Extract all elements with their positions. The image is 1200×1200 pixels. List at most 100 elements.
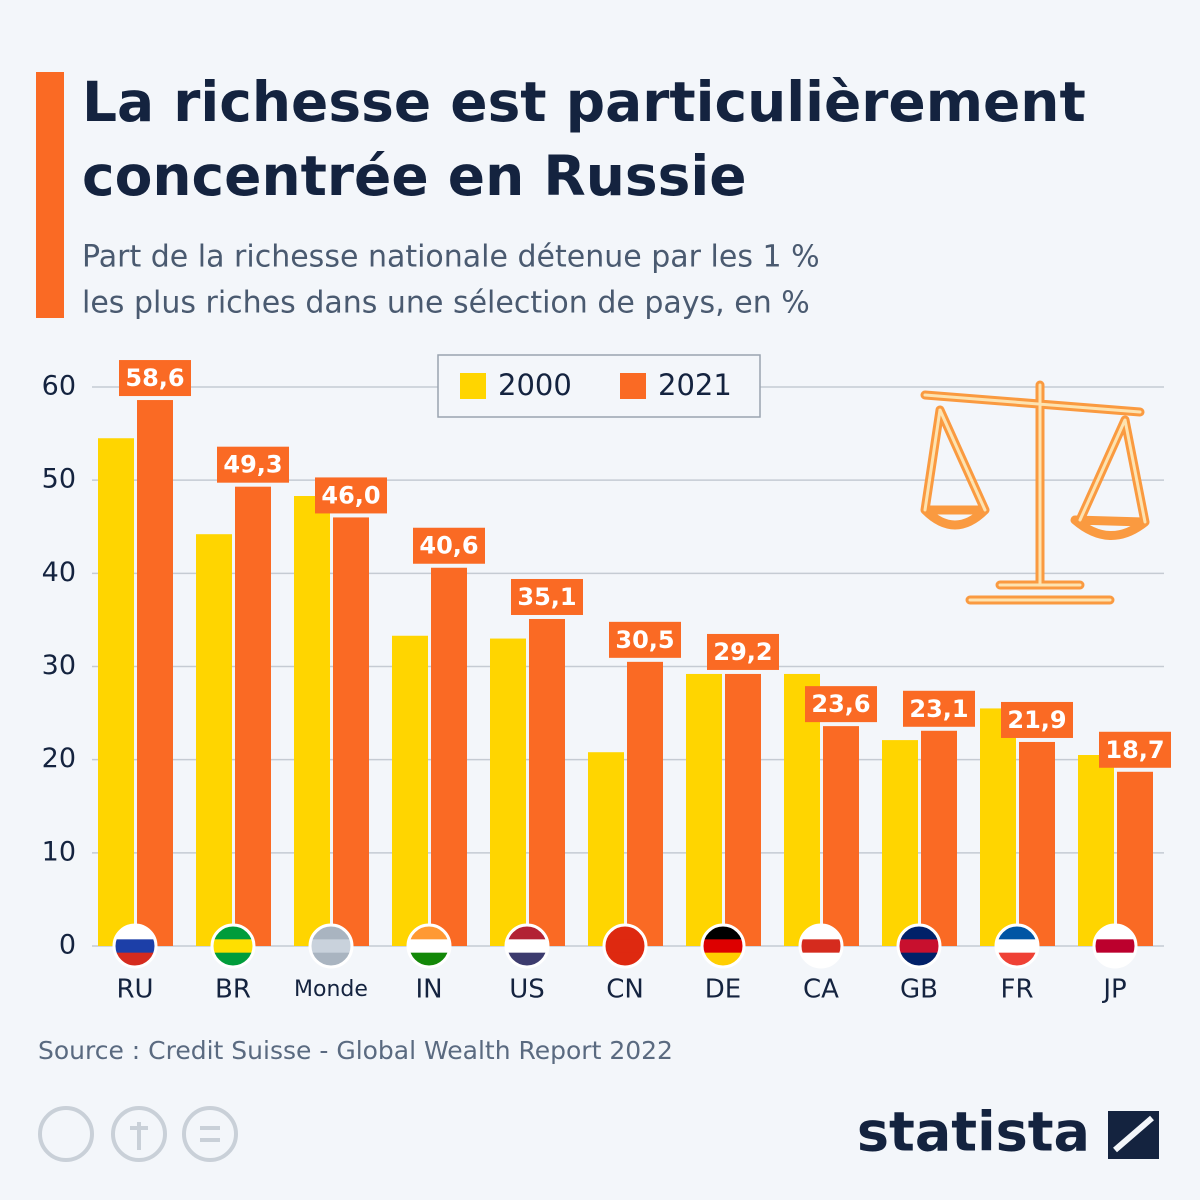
flag <box>801 926 841 966</box>
flag-stripe <box>311 939 351 954</box>
flag-stripe <box>801 939 841 954</box>
flag-stripe <box>605 939 645 954</box>
flag-border <box>994 923 1040 969</box>
flag-stripe <box>703 926 743 940</box>
plot: 0 10 20 30 40 50 60 58,6 RU 49,3 BR 46,0 Monde 40,6 IN… <box>42 354 1171 1005</box>
bar <box>196 534 232 946</box>
flag-stripe <box>311 926 351 940</box>
legend-label: 2000 <box>498 368 572 402</box>
flag-stripe <box>409 952 449 966</box>
flag-stripe <box>997 939 1037 954</box>
y-tick-label: 0 <box>59 930 76 961</box>
bar <box>490 638 526 946</box>
y-tick-label: 30 <box>42 650 76 681</box>
flag-stripe <box>1095 939 1135 954</box>
x-tick-label: CN <box>606 975 644 1005</box>
flag-stripe <box>1095 926 1135 940</box>
flag-stripe <box>801 952 841 966</box>
x-tick-label: JP <box>1101 975 1126 1005</box>
title-accent <box>36 72 64 318</box>
flag-stripe <box>997 952 1037 966</box>
y-tick-label: 50 <box>42 464 76 495</box>
value-label-box <box>609 621 681 658</box>
flag-stripe <box>311 952 351 966</box>
y-tick-label: 20 <box>42 743 76 774</box>
legend-label: 2021 <box>658 368 732 402</box>
value-label: 21,9 <box>1007 706 1066 734</box>
y-tick-label: 60 <box>42 371 76 402</box>
value-label: 29,2 <box>713 638 772 666</box>
flag-stripe <box>507 939 547 954</box>
bar <box>725 673 761 946</box>
bar <box>333 517 369 946</box>
flag-stripe <box>899 952 939 966</box>
chart-title: concentrée en Russie <box>82 144 747 208</box>
bar <box>980 708 1016 946</box>
bar <box>1117 771 1153 946</box>
value-label-box <box>217 446 289 483</box>
value-label: 40,6 <box>419 532 478 560</box>
flag-border <box>700 923 746 969</box>
flag-border <box>1092 923 1138 969</box>
x-tick-label: BR <box>215 975 251 1005</box>
license-icons <box>38 1106 238 1162</box>
flag-border <box>504 923 550 969</box>
value-label: 58,6 <box>125 364 184 392</box>
flag-border <box>210 923 256 969</box>
flag <box>899 926 939 966</box>
flag-stripe <box>1095 952 1135 966</box>
chart-subtitle: Part de la richesse nationale détenue pa… <box>82 240 820 275</box>
bar <box>921 730 957 946</box>
brand-mark <box>1102 1105 1165 1165</box>
value-label-box <box>413 527 485 564</box>
brand-logo: statista <box>857 1101 1090 1164</box>
flag <box>409 926 449 966</box>
x-tick-label: FR <box>1000 975 1033 1005</box>
flag-stripe <box>997 926 1037 940</box>
value-label-box <box>511 578 583 615</box>
flag-stripe <box>605 952 645 966</box>
flag-stripe <box>507 926 547 940</box>
flag-border <box>308 923 354 969</box>
value-label: 35,1 <box>517 583 576 611</box>
legend-swatch <box>620 373 646 399</box>
x-tick-label: GB <box>900 975 938 1005</box>
bar <box>627 661 663 946</box>
flag-border <box>896 923 942 969</box>
bar <box>686 673 722 946</box>
flag <box>703 926 743 966</box>
bar <box>882 740 918 946</box>
flag <box>507 926 547 966</box>
flag-stripe <box>115 926 155 940</box>
chart-title: La richesse est particulièrement <box>82 70 1086 134</box>
legend-box <box>437 354 761 418</box>
value-label-box <box>707 633 779 670</box>
bar <box>392 635 428 946</box>
flag <box>115 926 155 966</box>
scales-icon-inner <box>923 383 1147 602</box>
value-label: 46,0 <box>321 481 380 509</box>
flag-stripe <box>409 926 449 940</box>
bar <box>1019 741 1055 946</box>
flag-stripe <box>115 939 155 954</box>
value-label-box <box>119 360 191 397</box>
flag <box>311 926 351 966</box>
flag-stripe <box>213 952 253 966</box>
bar <box>137 400 173 946</box>
bar <box>823 726 859 946</box>
bar <box>529 618 565 946</box>
value-label-box <box>1001 701 1073 738</box>
flag-border <box>112 923 158 969</box>
value-label: 18,7 <box>1105 736 1164 764</box>
x-tick-label: CA <box>803 975 839 1005</box>
x-tick-label: IN <box>415 975 442 1005</box>
flag-stripe <box>899 926 939 940</box>
x-tick-label: Monde <box>294 977 368 1002</box>
y-tick-label: 10 <box>42 836 76 867</box>
bar <box>235 486 271 946</box>
value-label: 30,5 <box>615 626 674 654</box>
value-label-box <box>903 690 975 727</box>
value-label-box <box>805 686 877 723</box>
